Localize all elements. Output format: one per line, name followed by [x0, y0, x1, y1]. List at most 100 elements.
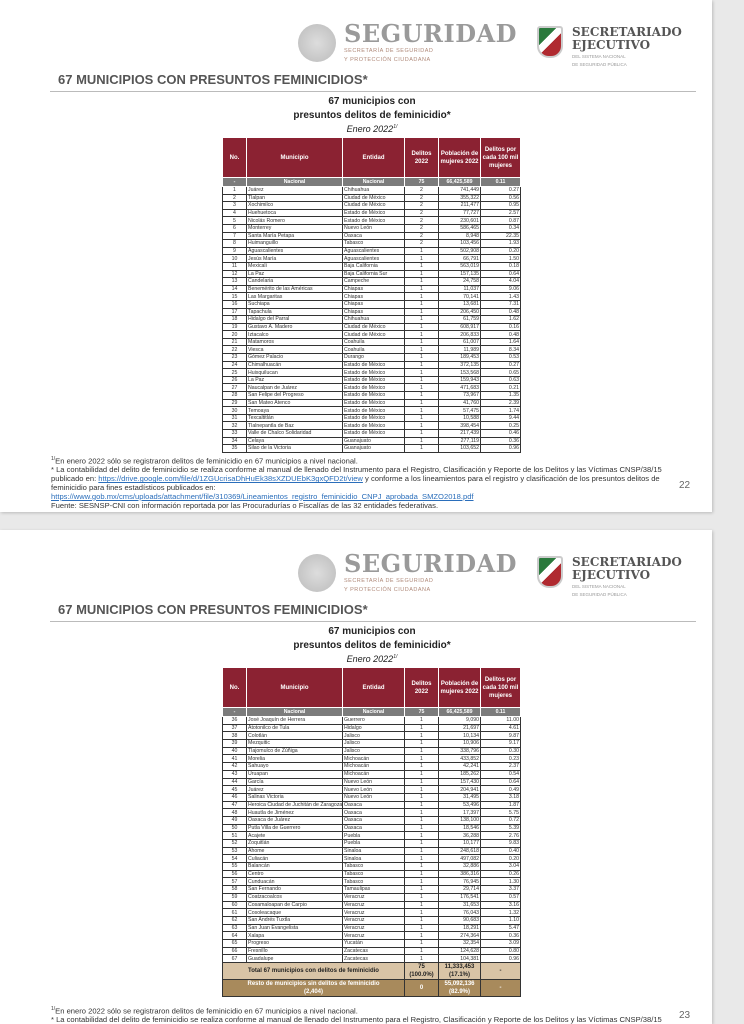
cell-tasa: 0.48: [480, 307, 521, 317]
value: 11,333,453: [444, 964, 475, 970]
table-row: 50 Putla Villa de Guerrero Oaxaca 1 18,546 5.…: [222, 823, 521, 833]
cell-municipio: Hidalgo del Parral: [246, 315, 343, 324]
cell-municipio: Cunduacán: [246, 877, 343, 887]
cell-municipio: Jesús María: [246, 254, 343, 263]
cell-tasa: 2.57: [480, 208, 521, 218]
cell-municipio: San Mateo Atenco: [246, 398, 343, 408]
cell-no: 2: [222, 193, 247, 203]
cell-tasa: 0.26: [480, 869, 521, 879]
cell-municipio: Santa María Petapa: [246, 231, 343, 241]
cell-municipio: San Felipe del Progreso: [246, 391, 343, 400]
cell-municipio: Candelaria: [246, 277, 343, 286]
cell-municipio: Suchiapa: [246, 299, 343, 309]
cell-delitos: 1: [404, 831, 439, 840]
cell-delitos: 1: [404, 900, 439, 910]
cell-no: 7: [222, 231, 247, 241]
cell-entidad: Estado de México: [342, 429, 405, 438]
cell-entidad: Guerrero: [342, 716, 405, 725]
table-row: 3 Xochimilco Ciudad de México 2 211,477 0.95: [222, 201, 521, 210]
cell-no: 42: [222, 762, 247, 771]
cell-poblacion: 104,381: [438, 954, 481, 963]
cell-entidad: Tamaulipas: [342, 885, 405, 894]
cell-municipio: Zoquitlán: [246, 839, 343, 848]
cell-delitos: 1: [404, 429, 439, 438]
cell-entidad: Yucatán: [342, 938, 405, 948]
cell-delitos: 1: [404, 846, 439, 856]
cell-entidad: Tabasco: [342, 862, 405, 871]
col-header-entidad: Entidad: [342, 137, 405, 178]
table-row: 54 Culiacán Sinaloa 1 497,082 0.20: [222, 854, 521, 864]
col-header-tasa: Delitos por cada 100 mil mujeres: [480, 137, 521, 178]
logo-title: SEGURIDAD: [344, 549, 517, 578]
rest-label: Resto de municipios sin delitos de femin…: [222, 979, 405, 997]
table-row: 5 Nicolás Romero Estado de México 2 230,601 0…: [222, 216, 521, 225]
cell-entidad: Durango: [342, 353, 405, 362]
cell-poblacion: 502,908: [438, 246, 481, 256]
cell-entidad: Nuevo León: [342, 785, 405, 794]
cell-no: -: [222, 177, 247, 187]
cell-municipio: Culiacán: [246, 854, 343, 864]
cell-delitos: 2: [404, 208, 439, 218]
cell-delitos: 2: [404, 193, 439, 203]
cell-municipio: San Juan Evangelista: [246, 923, 343, 933]
cell-entidad: Michoacán: [342, 762, 405, 771]
cell-no: 51: [222, 831, 247, 840]
cell-entidad: Chiapas: [342, 292, 405, 301]
cell-poblacion: 176,541: [438, 892, 481, 902]
cell-tasa: 1.32: [480, 908, 521, 917]
table-row: 13 Candelaria Campeche 1 24,758 4.04: [222, 277, 521, 286]
cell-tasa: 0.11: [480, 707, 521, 717]
table-row: 45 Juárez Nuevo León 1 204,941 0.49: [222, 785, 521, 794]
cell-no: 58: [222, 885, 247, 894]
cell-delitos: 1: [404, 785, 439, 794]
cell-delitos: 1: [404, 892, 439, 902]
cell-poblacion: 372,135: [438, 360, 481, 370]
cell-poblacion: 741,449: [438, 186, 481, 195]
cell-municipio: Sahuayo: [246, 762, 343, 771]
cell-municipio: Nacional: [246, 707, 343, 717]
cell-poblacion: 70,141: [438, 292, 481, 301]
footnote-1: 1/En enero 2022 sólo se registraron deli…: [51, 1005, 691, 1016]
table-title: 67 municipios con: [328, 96, 416, 107]
cell-tasa: 22.35: [480, 231, 521, 241]
manual-link[interactable]: https://drive.google.com/file/d/1ZGUcris…: [98, 474, 363, 484]
table-row: 66 Fresnillo Zacatecas 1 124,628 0.80: [222, 946, 521, 956]
table-row: 6 Monterrey Nuevo León 2 586,465 0.34: [222, 223, 521, 233]
cell-delitos: 1: [404, 269, 439, 279]
cell-delitos: 1: [404, 723, 439, 733]
cell-delitos: 1: [404, 299, 439, 309]
cell-poblacion: 57,475: [438, 406, 481, 415]
footnote-1: 1/En enero 2022 sólo se registraron deli…: [51, 455, 691, 466]
cell-poblacion: 230,601: [438, 216, 481, 225]
cell-delitos: 1: [404, 739, 439, 748]
table-row: 35 Silao de la Victoria Guanajuato 1 103,652…: [222, 444, 521, 453]
cell-entidad: Ciudad de México: [342, 322, 405, 332]
cell-no: -: [222, 707, 247, 717]
cell-no: 4: [222, 208, 247, 218]
cell-tasa: 0.25: [480, 421, 521, 430]
cell-entidad: Tabasco: [342, 869, 405, 879]
table-row: 17 Tapachula Chiapas 1 206,450 0.48: [222, 307, 521, 317]
cell-entidad: Jalisco: [342, 731, 405, 741]
cell-delitos: 1: [404, 337, 439, 347]
cell-poblacion: 217,439: [438, 429, 481, 438]
cell-delitos: 1: [404, 261, 439, 271]
cell-tasa: 0.21: [480, 383, 521, 393]
guidelines-link[interactable]: https://www.gob.mx/cms/uploads/attachmen…: [51, 491, 474, 501]
cell-poblacion: 53,496: [438, 800, 481, 810]
table-row: 36 José Joaquín de Herrera Guerrero 1 9,090 1…: [222, 716, 521, 725]
cell-entidad: Estado de México: [342, 421, 405, 430]
rest-poblacion: 55,092,136 (82.9%): [438, 979, 481, 997]
cell-municipio: Mezquitic: [246, 739, 343, 748]
cell-no: 33: [222, 429, 247, 438]
cell-municipio: Huixquilucan: [246, 368, 343, 377]
cell-municipio: San Andrés Tuxtla: [246, 915, 343, 925]
cell-entidad: Ciudad de México: [342, 193, 405, 203]
footnote-2: * La contabilidad del delito de feminici…: [51, 1015, 691, 1024]
cell-no: 14: [222, 284, 247, 294]
table-row: 39 Mezquitic Jalisco 1 10,906 9.17: [222, 739, 521, 748]
col-header-delitos: Delitos 2022: [404, 667, 439, 708]
table-row: 47 Heroica Ciudad de Juchitán de Zaragoza…: [222, 800, 521, 810]
cell-no: 65: [222, 938, 247, 948]
national-row: - Nacional Nacional 75 66,425,589 0.11: [222, 707, 521, 717]
